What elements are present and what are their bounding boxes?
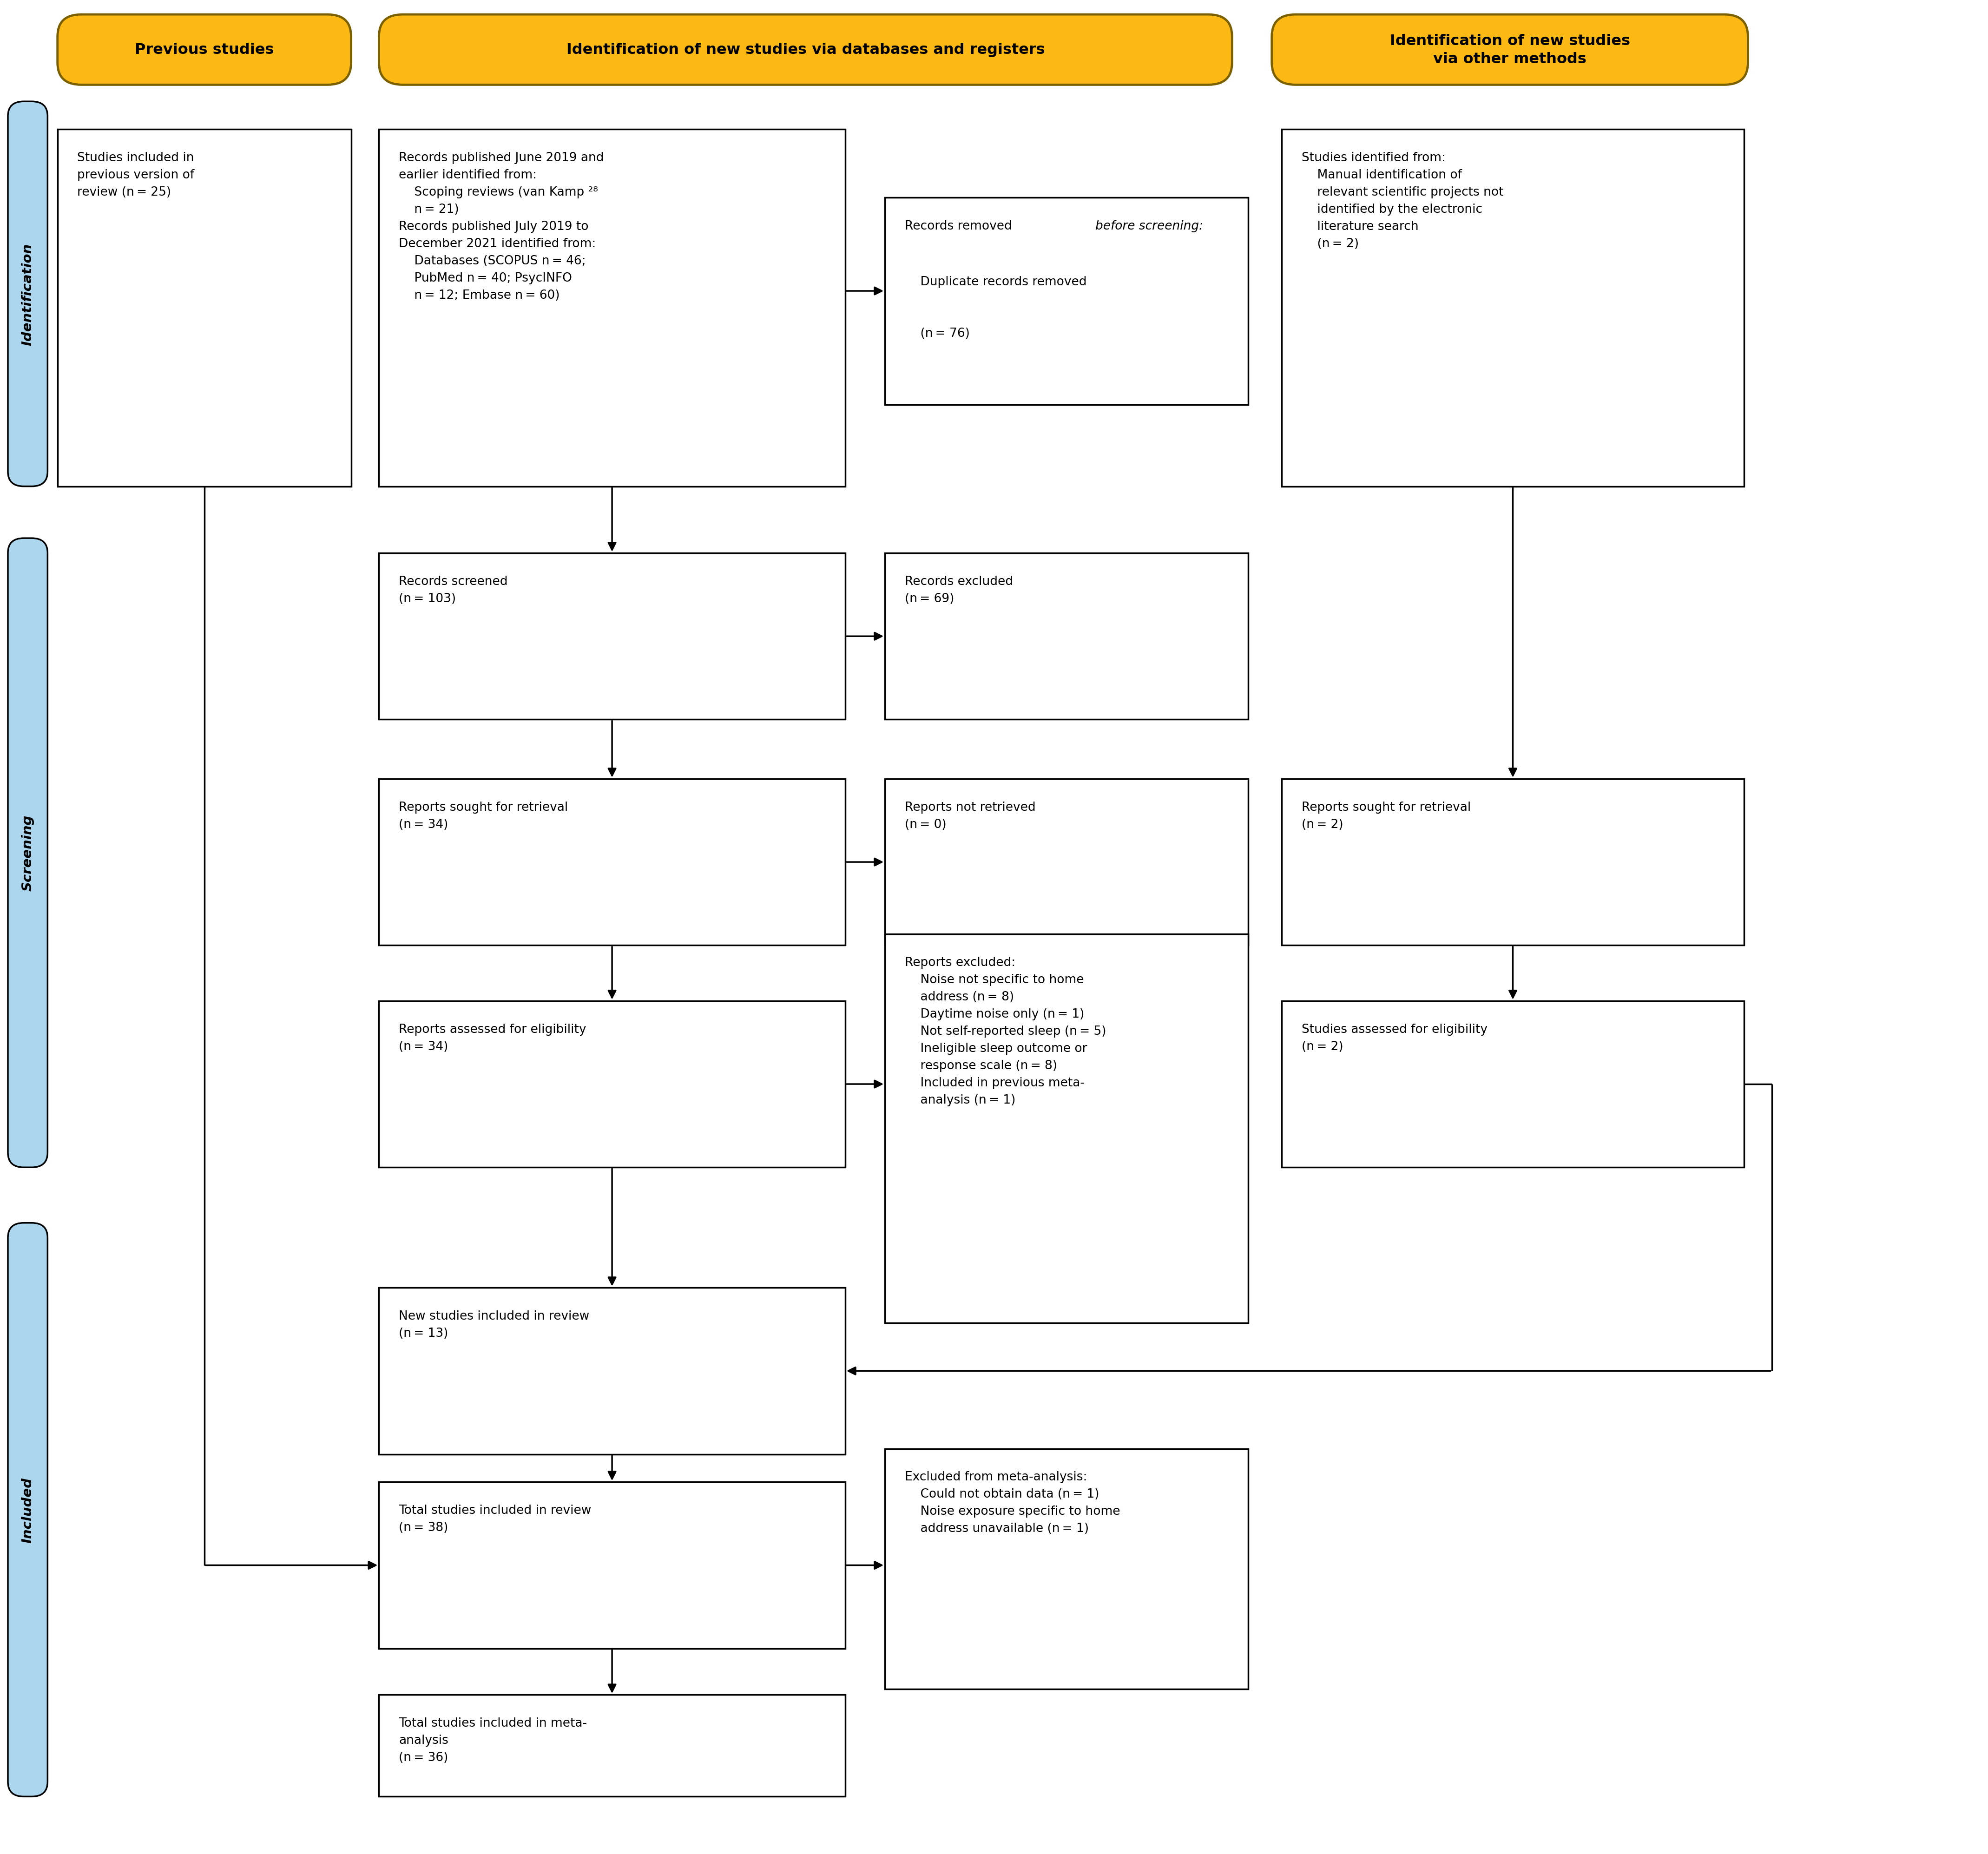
FancyBboxPatch shape (8, 102, 48, 486)
Bar (380, 1001, 845, 1168)
FancyBboxPatch shape (8, 1224, 48, 1797)
Bar (380, 552, 845, 719)
Text: Records excluded
(n = 69): Records excluded (n = 69) (905, 575, 1014, 604)
Text: Records published June 2019 and
earlier identified from:
    Scoping reviews (va: Records published June 2019 and earlier … (400, 152, 604, 302)
Text: Previous studies: Previous studies (135, 43, 274, 57)
Text: Studies included in
previous version of
review (n = 25): Studies included in previous version of … (78, 152, 195, 198)
Bar (885, 934, 1248, 1324)
Text: Reports sought for retrieval
(n = 34): Reports sought for retrieval (n = 34) (400, 801, 569, 831)
Text: (n = 76): (n = 76) (905, 328, 970, 339)
Text: Records screened
(n = 103): Records screened (n = 103) (400, 575, 507, 604)
FancyBboxPatch shape (8, 538, 48, 1168)
Bar (380, 130, 845, 486)
Text: Excluded from meta-analysis:
    Could not obtain data (n = 1)
    Noise exposur: Excluded from meta-analysis: Could not o… (905, 1470, 1119, 1535)
FancyBboxPatch shape (380, 15, 1233, 85)
Bar (380, 1695, 845, 1797)
Bar (885, 779, 1248, 946)
Bar (885, 1448, 1248, 1689)
Text: Reports not retrieved
(n = 0): Reports not retrieved (n = 0) (905, 801, 1036, 831)
Bar (380, 1289, 845, 1454)
Bar (1282, 779, 1743, 946)
Text: Studies assessed for eligibility
(n = 2): Studies assessed for eligibility (n = 2) (1302, 1023, 1487, 1053)
Text: Screening: Screening (22, 814, 34, 892)
Bar (58, 130, 352, 486)
Text: Identification of new studies
via other methods: Identification of new studies via other … (1390, 33, 1630, 67)
Text: Included: Included (22, 1478, 34, 1543)
Text: Duplicate records removed: Duplicate records removed (905, 276, 1087, 287)
FancyBboxPatch shape (58, 15, 352, 85)
Text: Reports assessed for eligibility
(n = 34): Reports assessed for eligibility (n = 34… (400, 1023, 586, 1053)
Bar (1282, 130, 1743, 486)
Text: Total studies included in review
(n = 38): Total studies included in review (n = 38… (400, 1504, 590, 1533)
Bar (885, 552, 1248, 719)
Bar (380, 1481, 845, 1648)
Text: Identification of new studies via databases and registers: Identification of new studies via databa… (567, 43, 1046, 57)
Bar (1282, 1001, 1743, 1168)
Text: Reports excluded:
    Noise not specific to home
    address (n = 8)
    Daytime: Reports excluded: Noise not specific to … (905, 957, 1105, 1107)
FancyBboxPatch shape (1272, 15, 1747, 85)
Text: Reports sought for retrieval
(n = 2): Reports sought for retrieval (n = 2) (1302, 801, 1471, 831)
Text: Identification: Identification (22, 243, 34, 345)
Text: New studies included in review
(n = 13): New studies included in review (n = 13) (400, 1311, 588, 1339)
Bar (885, 198, 1248, 406)
Text: Studies identified from:
    Manual identification of
    relevant scientific pr: Studies identified from: Manual identifi… (1302, 152, 1503, 250)
Bar (380, 779, 845, 946)
Text: Records removed: Records removed (905, 221, 1016, 232)
Text: Total studies included in meta-
analysis
(n = 36): Total studies included in meta- analysis… (400, 1717, 586, 1763)
Text: before screening:: before screening: (1095, 221, 1203, 232)
